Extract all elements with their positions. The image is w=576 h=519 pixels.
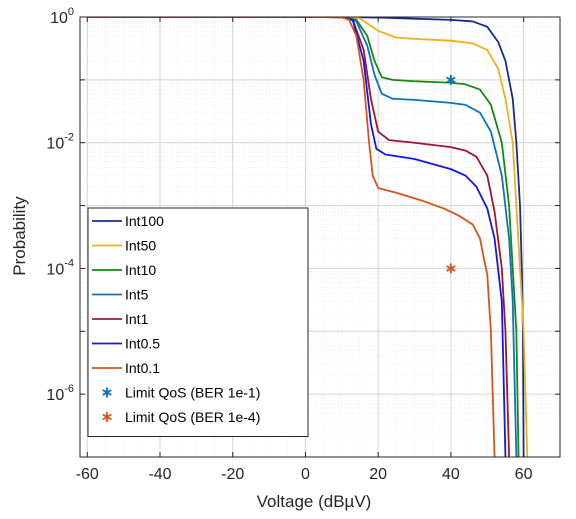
qos-marker-1: [446, 74, 456, 85]
legend-label: Int1: [125, 311, 149, 327]
x-axis-label: Voltage (dBµV): [257, 492, 372, 511]
legend-entry: Int5: [92, 287, 149, 303]
legend-label: Int10: [125, 262, 156, 278]
x-tick-label: -20: [221, 466, 244, 483]
legend-label: Int0.1: [125, 360, 160, 376]
legend-marker-icon: [102, 412, 112, 422]
legend-entry: Int100: [92, 213, 164, 229]
legend-entry: Limit QoS (BER 1e-1): [102, 385, 260, 401]
series-layer: [87, 17, 529, 457]
x-tick-label: -40: [148, 466, 171, 483]
legend-label: Int5: [125, 287, 149, 303]
x-tick-label: 40: [442, 466, 460, 483]
x-tick-label: 0: [301, 466, 310, 483]
legend-box: [87, 207, 309, 437]
legend-label: Int50: [125, 238, 156, 254]
x-tick-label: 20: [369, 466, 387, 483]
y-axis-label: Probability: [10, 196, 29, 276]
legend-entry: Int50: [92, 238, 156, 254]
legend-label: Int0.5: [125, 336, 160, 352]
legend-entry: Int0.5: [92, 336, 160, 352]
axes-frame: [79, 16, 561, 458]
tick-labels: -60 -40 -20 0 20 40 60 100 10-2 10-4 10-6: [46, 6, 532, 483]
legend-entry: Limit QoS (BER 1e-4): [102, 409, 260, 425]
legend-label: Limit QoS (BER 1e-4): [125, 409, 260, 425]
legend-entry: Int10: [92, 262, 156, 278]
series-line-int50: [87, 17, 529, 457]
y-tick-label: 10-2: [46, 132, 74, 153]
marker-layer: [446, 74, 456, 274]
series-line-int0-1: [87, 17, 496, 457]
y-tick-label: 10-6: [46, 383, 74, 404]
legend: Int100 Int50 Int10 Int5 Int1 Int0.5 Int0.1 Limi…: [87, 207, 309, 437]
y-tick-label: 10-4: [46, 257, 74, 278]
qos-marker-2: [446, 263, 456, 274]
legend-label: Limit QoS (BER 1e-1): [125, 385, 260, 401]
legend-entry: Int1: [92, 311, 149, 327]
y-tick-label: 100: [50, 6, 74, 27]
legend-marker-icon: [102, 387, 112, 398]
x-tick-label: 60: [515, 466, 533, 483]
legend-label: Int100: [125, 213, 164, 229]
x-tick-label: -60: [76, 466, 99, 483]
axes-box: [79, 16, 561, 458]
legend-entry: Int0.1: [92, 360, 160, 376]
series-line-int10: [87, 17, 520, 457]
